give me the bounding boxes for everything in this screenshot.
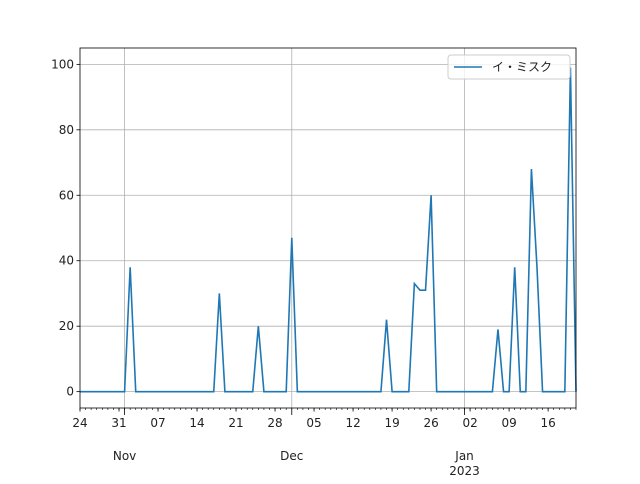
x-tick-label: 21 xyxy=(228,416,243,430)
x-month-label-line: Jan xyxy=(454,449,474,463)
x-month-label-line: Nov xyxy=(113,449,136,463)
y-tick-label: 20 xyxy=(59,319,74,333)
legend-box xyxy=(447,54,571,80)
y-tick-label: 0 xyxy=(66,385,74,399)
y-tick-label: 80 xyxy=(59,123,74,137)
y-tick-label: 100 xyxy=(51,57,74,71)
x-tick-label: 07 xyxy=(150,416,165,430)
x-month-label: Dec xyxy=(280,449,303,463)
x-tick-label: 05 xyxy=(306,416,321,430)
y-tick-label: 60 xyxy=(59,188,74,202)
x-month-label-line: 2023 xyxy=(449,464,480,478)
x-tick-label: 14 xyxy=(189,416,204,430)
x-tick-label: 16 xyxy=(540,416,555,430)
x-tick-label: 31 xyxy=(111,416,126,430)
x-tick-label: 09 xyxy=(501,416,516,430)
x-month-label: Jan 2023 xyxy=(449,449,480,478)
plot-frame xyxy=(79,47,577,409)
data-line xyxy=(80,67,577,393)
x-tick-label: 26 xyxy=(423,416,438,430)
x-tick-label: 02 xyxy=(462,416,477,430)
x-tick-label: 19 xyxy=(384,416,399,430)
y-tick-label: 40 xyxy=(59,254,74,268)
x-tick-label: 24 xyxy=(72,416,87,430)
x-month-label-line: Dec xyxy=(280,449,303,463)
x-tick-label: 12 xyxy=(345,416,360,430)
legend-label: イ・ミスク xyxy=(492,60,552,74)
x-month-label: Nov xyxy=(113,449,136,463)
x-tick-label: 28 xyxy=(267,416,282,430)
